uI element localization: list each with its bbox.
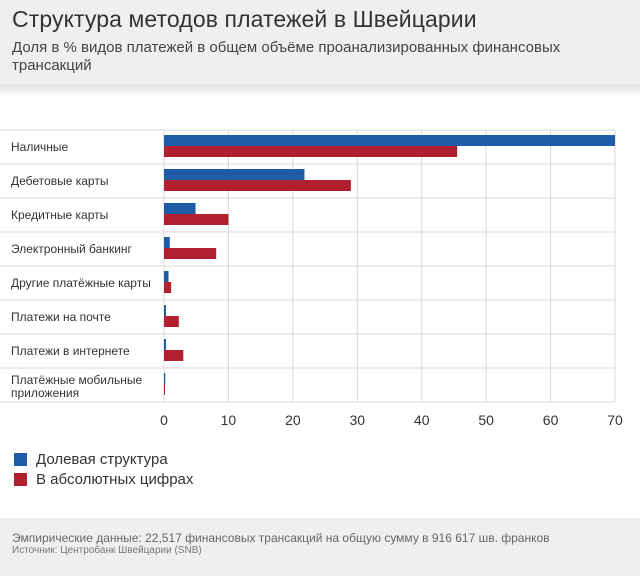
bar-share (164, 339, 166, 350)
bar-share (164, 203, 196, 214)
legend-item-absolute: В абсолютных цифрах (14, 469, 193, 489)
category-label: Наличные (11, 140, 69, 154)
x-tick-label: 50 (478, 412, 494, 428)
bar-share (164, 271, 169, 282)
bar-absolute (164, 248, 217, 259)
header-shadow (0, 84, 640, 98)
bar-absolute (164, 282, 172, 293)
category-label: Электронный банкинг (11, 242, 133, 256)
footer-source: Источник: Центробанк Швейцарии (SNB) (12, 545, 202, 556)
bar-share (164, 135, 615, 146)
x-tick-label: 20 (285, 412, 301, 428)
bar-absolute (164, 180, 351, 191)
chart-subtitle: Доля в % видов платежей в общем объёме п… (12, 39, 561, 74)
chart-panel (0, 98, 640, 518)
legend-item-share: Долевая структура (14, 449, 193, 469)
category-label: Дебетовые карты (11, 174, 108, 188)
bar-share (164, 169, 305, 180)
legend: Долевая структура В абсолютных цифрах (14, 449, 193, 489)
category-label: Платёжные мобильные приложения (11, 373, 143, 400)
x-tick-label: 40 (414, 412, 430, 428)
bar-absolute (164, 316, 179, 327)
bar-absolute (164, 350, 184, 361)
x-tick-label: 10 (221, 412, 237, 428)
bar-share (164, 237, 170, 248)
bar-absolute (164, 384, 165, 395)
legend-label-absolute: В абсолютных цифрах (36, 470, 194, 488)
x-tick-label: 60 (543, 412, 559, 428)
category-label: Другие платёжные карты (11, 276, 151, 290)
category-label: Платежи на почте (11, 310, 111, 324)
bar-share (164, 305, 166, 316)
legend-label-share: Долевая структура (36, 450, 168, 468)
x-tick-label: 70 (607, 412, 623, 428)
bar-absolute (164, 146, 458, 157)
x-tick-label: 30 (349, 412, 365, 428)
category-label: Кредитные карты (11, 208, 108, 222)
bar-absolute (164, 214, 229, 225)
legend-swatch-absolute (14, 472, 27, 486)
header: Структура методов платежей в Швейцарии Д… (0, 0, 640, 84)
legend-swatch-share (14, 452, 27, 466)
chart-title: Структура методов платежей в Швейцарии (12, 6, 477, 32)
footer: Эмпирические данные: 22,517 финансовых т… (0, 518, 640, 576)
footer-note: Эмпирические данные: 22,517 финансовых т… (12, 531, 550, 545)
category-label: Платежи в интернете (11, 344, 130, 358)
x-tick-label: 0 (160, 412, 168, 428)
bar-share (164, 373, 166, 384)
